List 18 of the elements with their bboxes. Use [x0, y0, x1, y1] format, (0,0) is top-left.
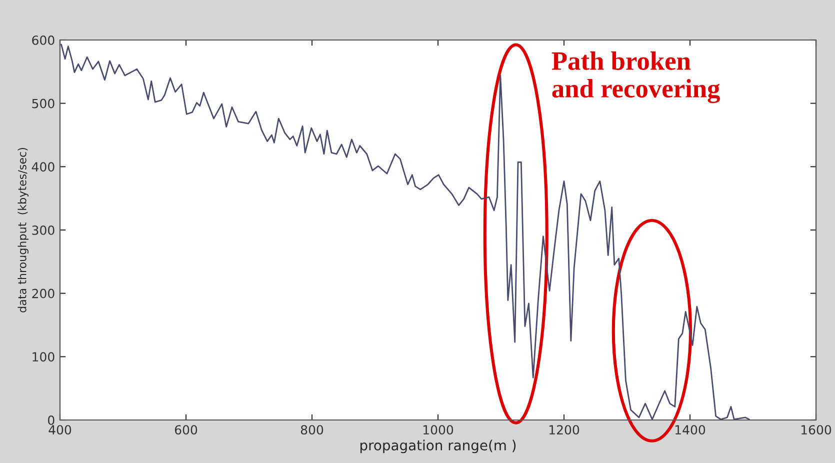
annotation: Path broken and recovering	[552, 51, 720, 104]
x-tick-label: 800	[300, 425, 324, 435]
y-tick-label: 200	[32, 288, 54, 298]
y-tick-label: 0	[48, 415, 54, 425]
y-tick-label: 300	[32, 225, 54, 235]
y-axis-title: data throughput (kbytes/sec)	[18, 148, 28, 312]
y-tick-label: 400	[32, 162, 54, 172]
x-tick-label: 1400	[675, 425, 706, 435]
x-tick-label: 1600	[801, 425, 832, 435]
line-series	[60, 44, 750, 420]
x-tick-label: 400	[48, 425, 72, 435]
x-axis-title: propagation range(m )	[360, 440, 516, 454]
y-tick-label: 600	[32, 35, 54, 45]
x-tick-label: 1000	[423, 425, 454, 435]
x-tick-label: 600	[174, 425, 198, 435]
y-tick-label: 100	[32, 352, 54, 362]
x-tick-label: 1200	[549, 425, 580, 435]
y-tick-label: 500	[32, 98, 54, 108]
